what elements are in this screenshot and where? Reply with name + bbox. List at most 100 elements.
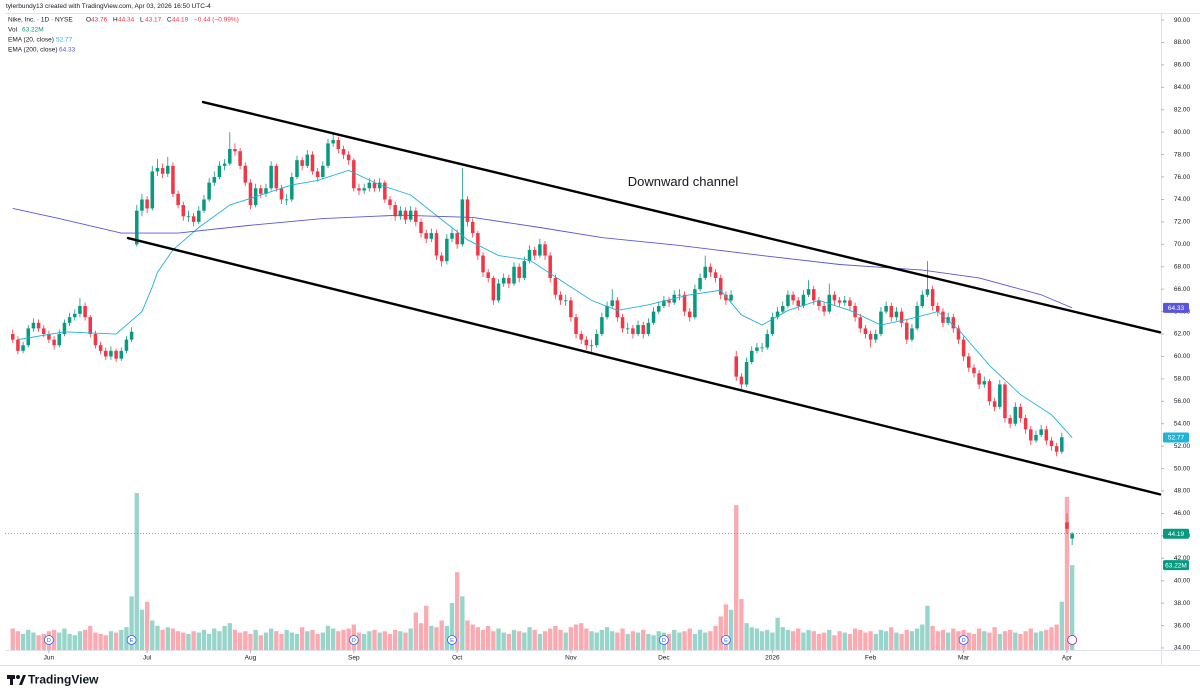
volume-bar	[1002, 631, 1008, 650]
candle-body	[517, 266, 521, 278]
candle-body	[393, 205, 397, 217]
candle-body	[796, 300, 801, 306]
candle-body	[1034, 434, 1038, 441]
volume-bar	[181, 632, 186, 650]
candle-body	[377, 182, 382, 189]
candle-body	[486, 272, 490, 278]
y-tick-label: 54.00	[1174, 420, 1191, 427]
x-tick-label: Feb	[865, 655, 877, 662]
candle-body	[346, 154, 351, 161]
x-tick-label: Nov	[565, 655, 577, 662]
volume-bar	[160, 629, 165, 650]
y-tick-label: 80.00	[1174, 129, 1191, 136]
candle-body	[1013, 406, 1018, 424]
candle-body	[155, 168, 160, 172]
candle-body	[1070, 533, 1074, 539]
event-label: E	[130, 638, 134, 644]
volume-bar	[72, 635, 77, 650]
event-marker	[44, 635, 54, 645]
candle-body	[470, 221, 475, 234]
candle-body	[336, 140, 341, 150]
volume-bar	[945, 632, 951, 650]
candle-body	[491, 277, 496, 301]
volume-bar	[920, 624, 925, 650]
candle-body	[822, 305, 826, 312]
volume-bar	[113, 632, 119, 650]
candle-body	[693, 289, 697, 318]
candle-body	[868, 334, 873, 340]
news-marker	[1067, 635, 1078, 645]
candle-body	[569, 300, 573, 318]
volume-bar	[651, 635, 656, 650]
volume-bar	[656, 631, 661, 650]
volume-bar	[305, 631, 310, 650]
volume-bar	[718, 616, 723, 650]
candle-body	[305, 154, 310, 166]
volume-bar	[119, 629, 124, 650]
legend-text: H	[113, 17, 118, 24]
volume-bar	[682, 631, 687, 650]
y-tick-label: 74.00	[1174, 196, 1191, 203]
candle-body	[98, 345, 103, 351]
candle-body	[341, 149, 346, 155]
candle-body	[739, 376, 744, 385]
volume-bar	[1007, 629, 1013, 650]
candle-body	[93, 334, 98, 346]
legend-text: C	[167, 17, 172, 24]
axes: 34.0036.0038.0040.0042.0044.0046.0048.00…	[44, 17, 1191, 662]
y-tick-label: 72.00	[1174, 219, 1191, 226]
candle-body	[398, 210, 403, 217]
x-tick-label: Aug	[245, 655, 257, 662]
candle-body	[315, 171, 320, 178]
volume-bar	[558, 629, 563, 650]
candle-body	[228, 149, 232, 164]
candle-body	[36, 322, 41, 329]
volume-bar	[57, 632, 62, 650]
volume-bar	[672, 629, 677, 650]
volume-bar	[982, 631, 987, 650]
volume-bar	[186, 633, 191, 650]
candle-body	[496, 283, 501, 301]
candle-body	[656, 305, 661, 312]
volume-bar	[165, 627, 170, 650]
volume-bar	[315, 633, 320, 650]
volume-bar	[971, 633, 977, 650]
volume-bar	[522, 632, 527, 650]
legend-title: Nike, Inc. · 1D · NYSE	[8, 17, 73, 24]
volume-bar	[377, 632, 382, 650]
y-tick-label: 48.00	[1174, 488, 1191, 495]
volume-bar	[361, 633, 367, 650]
candle-body	[238, 151, 242, 166]
candle-body	[1039, 429, 1043, 435]
credit: tylerbundy13 created with TradingView.co…	[6, 3, 211, 10]
volume-bar	[863, 632, 868, 650]
y-tick-label: 34.00	[1174, 645, 1191, 652]
volume-bar	[1028, 628, 1033, 650]
volume-bar	[227, 623, 232, 650]
candle-body	[439, 255, 444, 262]
volume-bar	[708, 631, 713, 650]
candle-body	[181, 205, 186, 217]
volume-bar	[325, 625, 331, 650]
volume-bar	[847, 633, 853, 650]
volume-bar	[1044, 629, 1049, 650]
candle-body	[1049, 440, 1054, 447]
volume-bar	[796, 628, 801, 650]
legend-text: 43.17	[145, 17, 162, 24]
volume-bar	[408, 628, 413, 650]
x-tick-label: Jul	[143, 655, 152, 662]
volume-bar	[341, 629, 346, 650]
volume-bar	[124, 627, 129, 650]
candle-body	[1044, 429, 1049, 441]
candle-body	[233, 149, 237, 152]
candle-body	[770, 317, 775, 335]
logo-part	[10, 675, 13, 685]
candle-body	[83, 305, 87, 318]
volume-bar	[455, 572, 460, 650]
volume-bar	[646, 633, 651, 650]
candle-body	[62, 322, 67, 335]
volume-bar	[987, 632, 992, 650]
volume-bar	[687, 628, 692, 650]
volume-bar	[134, 493, 139, 650]
volume-bar	[589, 631, 594, 650]
